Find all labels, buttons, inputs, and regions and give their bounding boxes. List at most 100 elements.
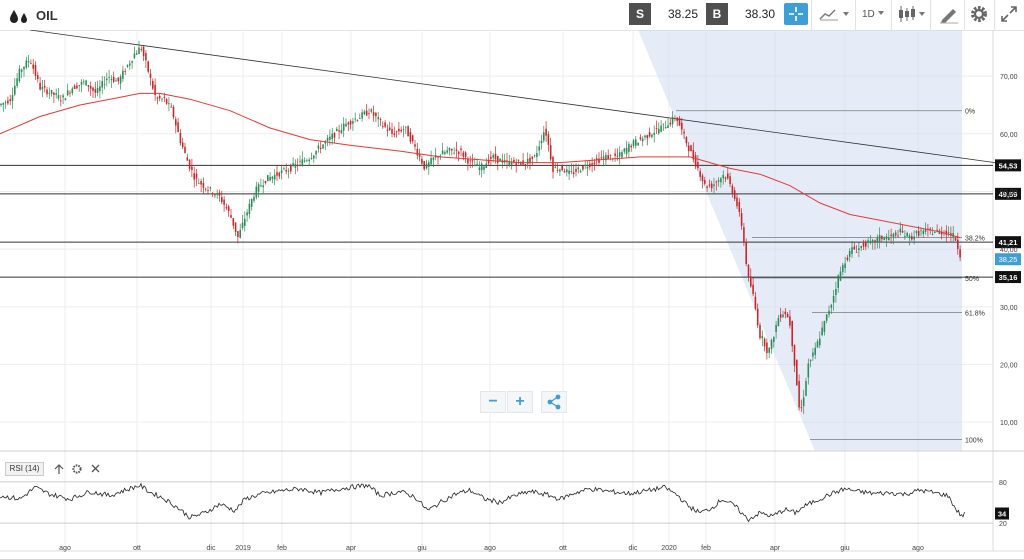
candle-body <box>775 324 777 333</box>
candle-body <box>526 158 529 164</box>
candle-body <box>175 119 177 126</box>
candle-body <box>908 235 911 239</box>
candle-body <box>644 135 646 138</box>
candle-body <box>225 207 228 209</box>
candle-body <box>589 163 591 168</box>
candle-body <box>23 66 25 70</box>
candle-body <box>386 129 389 131</box>
candle-body <box>784 311 787 315</box>
candle-body <box>706 186 708 188</box>
candle-body <box>149 73 152 78</box>
timeframe-select[interactable]: 1D <box>862 9 884 20</box>
chevron-down-icon <box>877 11 884 15</box>
fullscreen-button[interactable] <box>998 3 1020 25</box>
candle-body <box>106 78 108 81</box>
candle-body <box>922 230 925 235</box>
candle-body <box>342 123 345 131</box>
arrow-up-icon[interactable] <box>54 464 64 474</box>
draw-tools-button[interactable] <box>937 3 961 25</box>
candle-body <box>395 131 398 133</box>
candle-body <box>110 79 113 80</box>
candle-body <box>559 169 561 172</box>
candle-body <box>39 82 41 90</box>
candle-body <box>660 125 662 132</box>
candle-body <box>50 90 53 94</box>
candle-body <box>363 111 366 115</box>
candle-body <box>885 236 888 240</box>
candle-body <box>14 85 16 95</box>
candle-body <box>750 276 752 287</box>
candle-body <box>283 168 285 170</box>
candle-body <box>681 122 683 130</box>
time-axis-tick: dic <box>207 545 216 552</box>
candle-body <box>543 132 545 141</box>
candle-body <box>540 140 543 144</box>
candle-body <box>805 381 807 396</box>
candle-body <box>717 180 720 182</box>
candle-body <box>416 148 419 156</box>
candle-body <box>545 128 547 136</box>
candle-body <box>759 324 761 339</box>
fib-label: 0% <box>965 109 975 116</box>
crosshair-button[interactable] <box>784 3 808 25</box>
candle-body <box>492 155 494 158</box>
candle-body <box>807 363 810 378</box>
candle-body <box>575 168 577 172</box>
candle-body <box>731 185 734 194</box>
candle-body <box>683 131 685 134</box>
candle-body <box>467 158 469 164</box>
zoom-out-button[interactable]: − <box>480 391 506 413</box>
share-button[interactable] <box>541 391 567 413</box>
buy-price[interactable]: 38.30 <box>744 7 775 21</box>
current-price-tag <box>995 253 1021 266</box>
candle-body <box>708 184 711 186</box>
candle-body <box>499 158 501 162</box>
candle-body <box>211 193 214 195</box>
rsi-line <box>0 482 965 523</box>
candle-body <box>471 160 474 162</box>
candle-body <box>913 236 915 240</box>
candle-body <box>92 87 94 91</box>
candle-body <box>701 175 704 182</box>
zoom-in-button[interactable]: + <box>507 391 533 413</box>
candle-body <box>423 161 425 170</box>
candle-body <box>798 380 800 408</box>
candle-body <box>890 234 892 236</box>
candle-body <box>490 156 492 159</box>
candle-body <box>901 230 904 233</box>
candle-body <box>899 228 902 233</box>
sell-price[interactable]: 38.25 <box>667 7 698 21</box>
candle-body <box>469 160 471 162</box>
candle-body <box>306 160 308 162</box>
candle-body <box>133 53 136 59</box>
candle-body <box>156 97 159 99</box>
candle-body <box>43 85 46 88</box>
candle-body <box>457 151 460 155</box>
candle-body <box>862 243 865 247</box>
candle-body <box>188 159 191 169</box>
candle-body <box>715 181 718 183</box>
candle-body <box>497 156 499 163</box>
candle-body <box>354 118 356 120</box>
candle-body <box>959 249 961 258</box>
price-axis-tick: 40,00 <box>1000 247 1018 254</box>
price-chart[interactable]: 0% 38.2% 50% 61.8% 100% 54,53 49,59 41,21 35,16… <box>0 30 1024 559</box>
candle-body <box>60 100 62 102</box>
candle-body <box>669 122 672 125</box>
candle-body <box>55 93 57 95</box>
candle-body <box>333 132 336 138</box>
settings-button[interactable] <box>968 3 990 25</box>
sell-button[interactable]: S <box>629 3 651 25</box>
chart-type-button[interactable] <box>818 3 852 25</box>
gear-icon[interactable] <box>72 464 82 474</box>
candle-body <box>41 86 44 90</box>
candle-body <box>561 165 563 171</box>
candle-body <box>170 106 172 108</box>
trendline[interactable] <box>29 30 996 164</box>
rsi-indicator-label[interactable]: RSI (14) <box>5 462 44 476</box>
candle-body <box>179 132 182 144</box>
candle-style-button[interactable] <box>896 3 928 25</box>
close-icon[interactable] <box>91 464 100 473</box>
candle-body <box>690 145 692 152</box>
buy-button[interactable]: B <box>706 3 728 25</box>
